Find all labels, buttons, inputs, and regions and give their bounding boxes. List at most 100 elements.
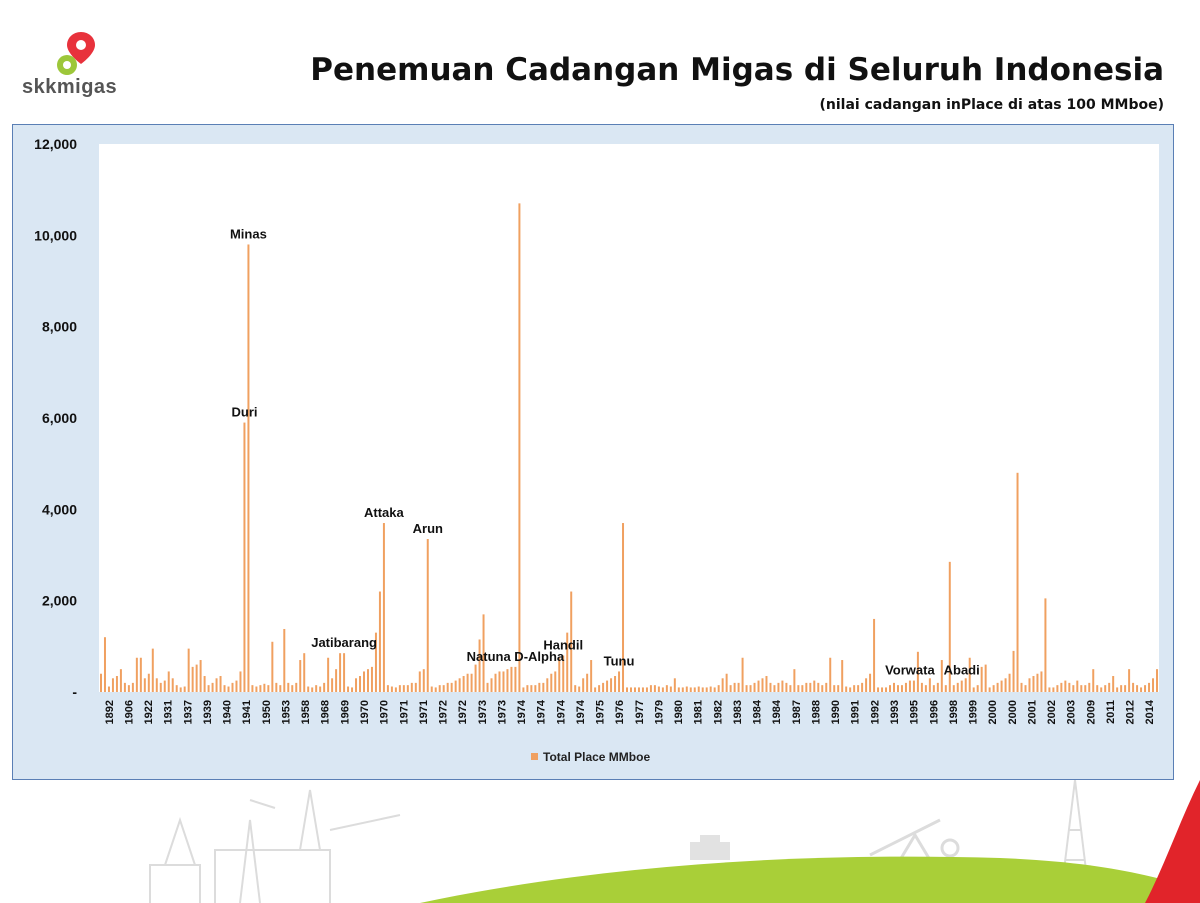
bar <box>960 680 963 692</box>
bar <box>438 685 441 692</box>
bar <box>932 685 935 692</box>
bar <box>546 678 549 692</box>
bar <box>685 686 688 692</box>
bar <box>538 682 541 692</box>
bar <box>462 676 465 692</box>
bar <box>239 671 242 692</box>
x-tick-label: 1975 <box>595 700 607 724</box>
bar <box>809 682 812 692</box>
bar <box>223 685 226 692</box>
bar <box>550 673 553 692</box>
bar <box>542 682 545 692</box>
bar <box>813 680 816 692</box>
bar <box>865 678 868 692</box>
annotation-label: Jatibarang <box>311 635 377 650</box>
x-tick-label: 2002 <box>1046 700 1058 724</box>
bar <box>100 673 102 692</box>
bar <box>1020 682 1023 692</box>
bar <box>123 682 126 692</box>
bar <box>347 686 350 692</box>
bar <box>1124 685 1127 692</box>
bar <box>797 685 800 692</box>
x-tick-label: 1992 <box>869 700 881 724</box>
bar <box>319 686 322 692</box>
bar <box>1032 676 1035 692</box>
bar <box>1024 685 1027 692</box>
bar <box>482 614 485 692</box>
bar <box>765 676 768 692</box>
x-tick-label: 2014 <box>1144 699 1156 724</box>
bar <box>630 687 632 692</box>
x-tick-label: 1906 <box>123 700 135 724</box>
bar <box>243 422 246 692</box>
bar <box>163 680 166 692</box>
bar <box>805 682 808 692</box>
bar <box>896 685 899 692</box>
bar <box>578 686 581 692</box>
bar <box>877 687 880 692</box>
bar <box>885 687 888 692</box>
bar <box>299 660 302 692</box>
bar <box>649 685 652 692</box>
bar <box>1132 682 1135 692</box>
leaf-icon <box>57 55 77 75</box>
bar <box>980 666 983 692</box>
bar <box>574 685 577 692</box>
bar <box>279 685 282 692</box>
x-tick-label: 1979 <box>653 700 665 724</box>
bar <box>474 664 477 692</box>
x-tick-label: 1984 <box>771 699 783 724</box>
x-tick-label: 2000 <box>1007 700 1019 724</box>
bar <box>1044 598 1047 692</box>
bar <box>996 682 999 692</box>
x-tick-label: 1971 <box>398 700 410 724</box>
bar <box>952 685 955 692</box>
x-tick-label: 1984 <box>752 699 764 724</box>
bar <box>422 669 425 692</box>
bar <box>534 685 537 692</box>
bar <box>255 686 258 692</box>
bar <box>359 676 362 692</box>
bar <box>610 678 613 692</box>
bar <box>554 671 557 692</box>
bar <box>733 682 736 692</box>
y-tick-label: 10,000 <box>34 227 77 243</box>
bar <box>1140 687 1143 692</box>
bar <box>769 682 772 692</box>
bar <box>323 682 326 692</box>
bar <box>614 676 617 692</box>
bar <box>1116 687 1119 692</box>
bar <box>761 678 764 692</box>
bar <box>757 680 760 692</box>
x-tick-label: 1931 <box>163 700 175 724</box>
bar <box>147 673 150 692</box>
annotation-label: Tunu <box>604 654 635 669</box>
bar <box>849 687 852 692</box>
bar <box>729 685 732 692</box>
bar <box>514 666 517 692</box>
bar <box>1048 687 1051 692</box>
red-ribbon <box>1145 780 1200 903</box>
bar <box>837 685 840 692</box>
x-tick-label: 1974 <box>555 699 567 724</box>
bar <box>414 682 417 692</box>
bar <box>1100 687 1103 692</box>
bar <box>271 641 274 692</box>
x-tick-label: 2009 <box>1085 700 1097 724</box>
bar <box>522 687 525 692</box>
legend: Total Place MMboe <box>531 750 650 764</box>
bar <box>940 660 943 692</box>
bar <box>410 682 413 692</box>
bar <box>773 685 776 692</box>
bar <box>211 682 214 692</box>
x-tick-label: 1976 <box>614 700 626 724</box>
y-axis: - 2,000 4,000 6,000 8,000 10,000 12,000 <box>34 136 77 700</box>
bar <box>857 685 860 692</box>
bar <box>1136 685 1139 692</box>
bar <box>506 669 509 692</box>
bar <box>936 682 939 692</box>
bar <box>594 687 597 692</box>
bar <box>171 678 174 692</box>
bar <box>402 685 405 692</box>
chart-container: - 2,000 4,000 6,000 8,000 10,000 12,000 1892 19… <box>12 124 1174 780</box>
